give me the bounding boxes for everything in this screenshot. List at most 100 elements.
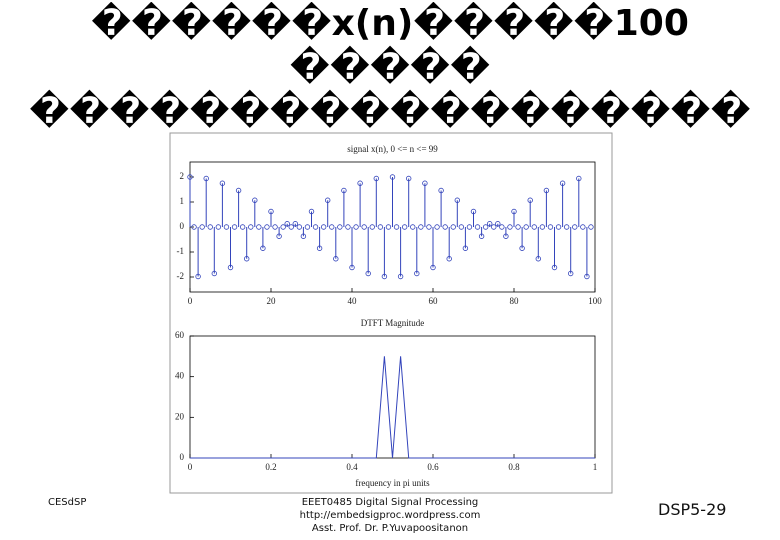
stem-marker <box>543 187 550 194</box>
stem-marker <box>381 273 388 280</box>
stem-marker <box>491 224 497 230</box>
stem-marker <box>195 273 201 280</box>
stem-marker <box>547 224 554 230</box>
stem-marker <box>304 224 311 230</box>
stem-marker <box>312 224 319 230</box>
stem-marker <box>219 180 226 186</box>
stem-marker <box>555 224 562 230</box>
stem-marker <box>559 180 566 186</box>
stem-marker <box>551 264 558 271</box>
stem-marker <box>499 224 505 230</box>
footer-line: http://embedsigproc.wordpress.com <box>299 510 481 521</box>
y-tick-label: 20 <box>175 411 185 421</box>
stem-marker <box>373 175 379 182</box>
footer-line: EEET0485 Digital Signal Processing <box>301 497 479 508</box>
stem-marker <box>187 174 193 180</box>
y-tick-label: -1 <box>177 246 185 256</box>
stem-marker <box>215 224 222 230</box>
stem-marker <box>588 224 594 230</box>
x-tick-label: 0.4 <box>346 462 358 472</box>
x-tick-label: 40 <box>348 296 358 306</box>
stem-marker <box>527 197 533 203</box>
stem-marker <box>414 270 420 277</box>
x-tick-label: 0 <box>188 296 193 306</box>
x-tick-label: 20 <box>267 296 277 306</box>
stem-marker <box>539 224 546 230</box>
stem-marker <box>349 264 355 271</box>
stem-marker <box>393 224 400 230</box>
stem-marker <box>365 270 371 277</box>
stem-marker <box>284 221 290 227</box>
stem-marker <box>418 224 424 230</box>
stem-marker <box>256 224 262 230</box>
stem-marker <box>239 224 246 230</box>
stem-marker <box>369 224 375 230</box>
y-tick-label: 40 <box>175 371 185 381</box>
stem-marker <box>345 224 351 230</box>
stem-marker <box>361 224 367 230</box>
stem-marker <box>325 197 331 203</box>
stem-marker <box>207 224 213 230</box>
stem-marker <box>422 180 428 186</box>
stem-marker <box>466 224 473 230</box>
stem-marker <box>584 273 590 280</box>
stem-marker <box>288 224 294 230</box>
chart-title: signal x(n), 0 <= n <= 99 <box>347 144 438 154</box>
x-tick-label: 0.8 <box>508 462 520 472</box>
stem-marker <box>341 187 347 194</box>
y-tick-label: 60 <box>175 330 185 340</box>
stem-marker <box>248 224 254 230</box>
stem-marker <box>503 233 509 239</box>
title-line: ����� <box>289 47 491 88</box>
stem-marker <box>507 224 513 230</box>
stem-marker <box>487 221 493 227</box>
stem-marker <box>227 264 234 271</box>
stem-marker <box>276 233 282 239</box>
footer-center: EEET0485 Digital Signal Processing http:… <box>280 496 500 535</box>
y-tick-label: 0 <box>180 452 185 462</box>
stem-marker <box>576 175 582 182</box>
stem-marker <box>430 264 436 271</box>
stem-marker <box>223 224 230 230</box>
stem-marker <box>438 187 444 194</box>
title-line: ������������������ <box>29 91 751 132</box>
stem-marker <box>252 197 258 203</box>
stem-marker <box>243 256 250 262</box>
footer-left: CESdSP <box>48 497 87 508</box>
stem-marker <box>260 245 266 251</box>
x-tick-label: 80 <box>510 296 520 306</box>
stem-marker <box>300 233 307 239</box>
stem-marker <box>523 224 529 230</box>
stem-marker <box>535 256 541 262</box>
stem-marker <box>401 224 408 230</box>
stem-marker <box>389 174 396 180</box>
stem-marker <box>572 224 578 230</box>
stem-marker <box>296 224 303 230</box>
stem-marker <box>353 224 359 230</box>
stem-marker <box>268 208 274 215</box>
footer-line: Asst. Prof. Dr. P.Yuvapoositanon <box>311 523 469 534</box>
stem-marker <box>211 270 217 277</box>
x-tick-label: 60 <box>429 296 439 306</box>
y-tick-label: 0 <box>180 221 185 231</box>
stem-marker <box>568 270 574 277</box>
y-tick-label: 2 <box>180 171 185 181</box>
magnitude-line <box>190 356 595 459</box>
stem-marker <box>462 245 469 251</box>
stem-marker <box>531 224 537 230</box>
x-tick-label: 0.2 <box>265 462 276 472</box>
stem-marker <box>511 208 517 215</box>
stem-marker <box>235 187 242 194</box>
stem-marker <box>191 224 197 230</box>
stem-marker <box>426 224 432 230</box>
stem-marker <box>563 224 570 230</box>
stem-marker <box>308 208 315 215</box>
stem-marker <box>458 224 465 230</box>
stem-marker <box>203 175 209 182</box>
x-tick-label: 1 <box>593 462 598 472</box>
stem-marker <box>337 224 343 230</box>
stem-marker <box>320 224 327 230</box>
stem-marker <box>199 224 205 230</box>
